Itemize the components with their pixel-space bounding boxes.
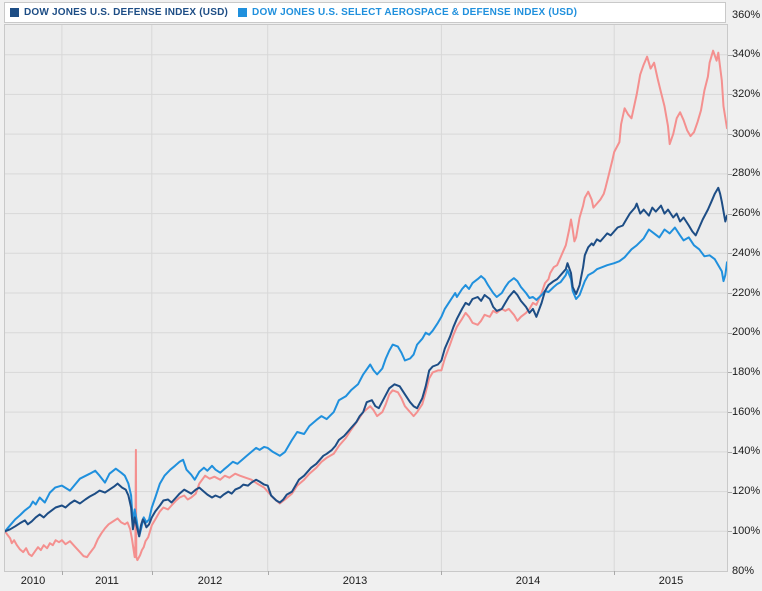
y-axis-label: 200%: [732, 326, 761, 338]
y-axis-tick: [728, 452, 732, 453]
y-axis-label: 100%: [732, 525, 761, 537]
y-axis-label: 120%: [732, 485, 761, 497]
y-axis-label: 80%: [732, 565, 755, 577]
x-axis-tick: [152, 571, 153, 575]
x-axis-label: 2013: [342, 575, 368, 587]
x-axis-tick: [441, 571, 442, 575]
y-axis-tick: [728, 372, 732, 373]
chart-canvas: [5, 25, 727, 571]
y-axis-label: 180%: [732, 366, 761, 378]
x-axis-tick: [614, 571, 615, 575]
chart-legend: DOW JONES U.S. DEFENSE INDEX (USD) DOW J…: [4, 2, 726, 23]
x-axis-label: 2014: [515, 575, 541, 587]
y-axis-tick: [728, 55, 732, 56]
legend-swatch-icon: [10, 8, 19, 17]
y-axis-label: 300%: [732, 128, 761, 140]
y-axis-label: 320%: [732, 88, 761, 100]
legend-item-select-aerospace-defense-index[interactable]: DOW JONES U.S. SELECT AEROSPACE & DEFENS…: [238, 7, 577, 18]
y-axis-tick: [728, 412, 732, 413]
y-axis-tick: [728, 531, 732, 532]
y-axis-label: 240%: [732, 247, 761, 259]
plot-area: [4, 24, 728, 572]
y-axis-label: 160%: [732, 406, 761, 418]
legend-item-defense-index[interactable]: DOW JONES U.S. DEFENSE INDEX (USD): [10, 7, 228, 18]
y-axis-tick: [728, 214, 732, 215]
y-axis-label: 260%: [732, 207, 761, 219]
y-axis-tick: [728, 333, 732, 334]
x-axis-label: 2011: [95, 575, 119, 587]
y-axis-label: 280%: [732, 167, 761, 179]
series-line-dow-jones-u-s-defense-index-usd: [5, 186, 727, 538]
y-axis-label: 220%: [732, 287, 761, 299]
x-axis-label: 2012: [197, 575, 223, 587]
y-axis-tick: [728, 174, 732, 175]
x-axis-tick: [62, 571, 63, 575]
x-axis-label: 2010: [20, 575, 46, 587]
y-axis-tick: [728, 293, 732, 294]
y-axis-tick: [728, 94, 732, 95]
series-line-dow-jones-u-s-select-aerospace-defense-index-usd: [5, 226, 727, 538]
legend-label: DOW JONES U.S. SELECT AEROSPACE & DEFENS…: [252, 7, 578, 18]
x-axis-tick: [268, 571, 269, 575]
legend-swatch-icon: [238, 8, 248, 17]
y-axis-tick: [728, 134, 732, 135]
y-axis-tick: [728, 492, 732, 493]
series-line-unlabeled: [5, 49, 727, 562]
y-axis-tick: [728, 253, 732, 254]
legend-label: DOW JONES U.S. DEFENSE INDEX (USD): [24, 7, 229, 18]
y-axis-label: 140%: [732, 445, 761, 457]
x-axis-label: 2015: [658, 575, 684, 587]
y-axis-label: 360%: [732, 9, 761, 21]
y-axis-label: 340%: [732, 48, 761, 60]
